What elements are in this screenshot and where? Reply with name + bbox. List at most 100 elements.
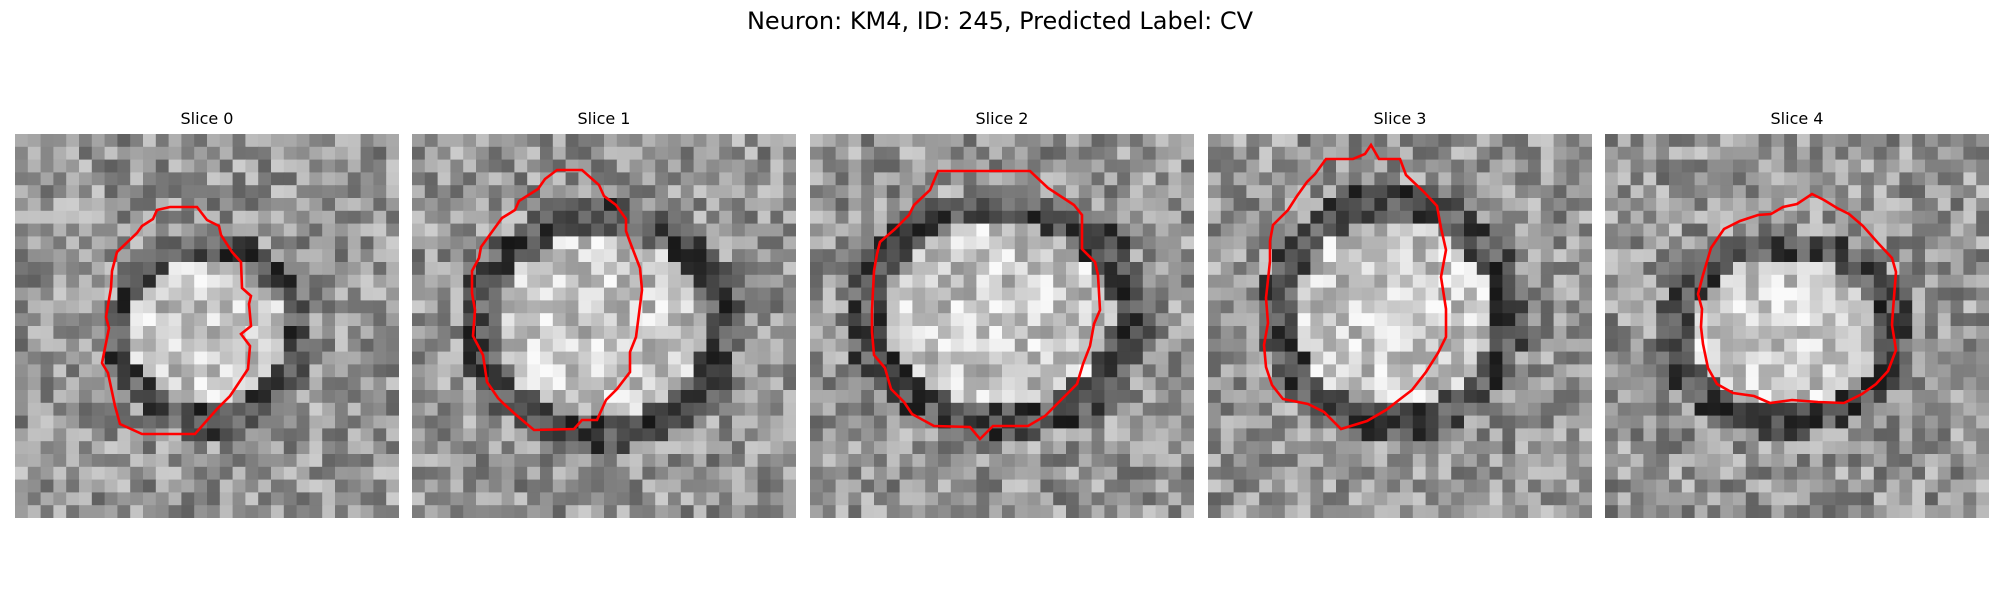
image-pixel bbox=[1155, 313, 1169, 327]
image-pixel bbox=[1220, 454, 1235, 468]
image-pixel bbox=[1027, 428, 1041, 442]
image-pixel bbox=[989, 492, 1003, 506]
image-pixel bbox=[1117, 223, 1131, 237]
image-pixel bbox=[719, 159, 733, 173]
image-pixel bbox=[1284, 454, 1299, 468]
image-pixel bbox=[15, 351, 29, 365]
image-pixel bbox=[1104, 198, 1118, 212]
image-pixel bbox=[194, 159, 208, 173]
image-pixel bbox=[1656, 210, 1670, 225]
image-pixel bbox=[258, 415, 272, 429]
image-pixel bbox=[232, 134, 246, 148]
image-pixel bbox=[540, 402, 554, 417]
image-pixel bbox=[53, 300, 67, 314]
image-pixel bbox=[1027, 210, 1041, 225]
image-pixel bbox=[1374, 159, 1388, 173]
image-pixel bbox=[104, 287, 118, 301]
image-pixel bbox=[181, 287, 195, 301]
image-pixel bbox=[1066, 210, 1080, 225]
image-pixel bbox=[1822, 185, 1836, 199]
image-pixel bbox=[963, 390, 977, 404]
image-pixel bbox=[1078, 505, 1093, 518]
image-pixel bbox=[810, 402, 824, 417]
image-pixel bbox=[412, 262, 426, 276]
image-pixel bbox=[1297, 454, 1311, 468]
image-pixel bbox=[1515, 351, 1529, 365]
image-pixel bbox=[1707, 454, 1721, 468]
image-pixel bbox=[15, 454, 29, 468]
image-pixel bbox=[1387, 172, 1401, 186]
image-pixel bbox=[1040, 492, 1054, 506]
image-pixel bbox=[1745, 441, 1760, 455]
image-pixel bbox=[1873, 338, 1888, 353]
image-pixel bbox=[1361, 236, 1375, 250]
image-pixel bbox=[706, 441, 720, 455]
image-pixel bbox=[1797, 326, 1811, 340]
image-pixel bbox=[335, 210, 349, 225]
image-pixel bbox=[155, 454, 170, 468]
image-pixel bbox=[155, 351, 170, 365]
image-pixel bbox=[1707, 172, 1721, 186]
image-pixel bbox=[168, 402, 182, 417]
image-pixel bbox=[604, 274, 618, 289]
image-pixel bbox=[1950, 236, 1964, 250]
image-pixel bbox=[91, 185, 106, 199]
image-pixel bbox=[66, 479, 80, 493]
image-pixel bbox=[1387, 364, 1401, 378]
image-pixel bbox=[668, 198, 682, 212]
image-pixel bbox=[1091, 223, 1105, 237]
image-pixel bbox=[1451, 300, 1465, 314]
image-pixel bbox=[552, 326, 567, 340]
image-pixel bbox=[1630, 415, 1644, 429]
image-pixel bbox=[1963, 390, 1977, 404]
image-pixel bbox=[1374, 134, 1388, 148]
image-pixel bbox=[104, 454, 118, 468]
image-pixel bbox=[1950, 466, 1964, 481]
image-pixel bbox=[925, 185, 939, 199]
image-pixel bbox=[130, 338, 144, 353]
image-pixel bbox=[1771, 210, 1785, 225]
image-pixel bbox=[1605, 134, 1619, 148]
image-pixel bbox=[848, 402, 862, 417]
image-pixel bbox=[283, 402, 298, 417]
image-pixel bbox=[1155, 505, 1169, 518]
image-pixel bbox=[1233, 326, 1247, 340]
image-pixel bbox=[861, 172, 875, 186]
slice-image bbox=[1605, 134, 1989, 518]
image-pixel bbox=[1310, 210, 1324, 225]
image-pixel bbox=[1553, 326, 1567, 340]
image-pixel bbox=[938, 262, 952, 276]
image-pixel bbox=[1669, 198, 1683, 212]
image-pixel bbox=[322, 236, 336, 250]
image-pixel bbox=[1937, 479, 1952, 493]
image-pixel bbox=[66, 236, 80, 250]
image-pixel bbox=[1720, 313, 1734, 327]
image-pixel bbox=[1579, 364, 1592, 378]
image-pixel bbox=[822, 134, 837, 148]
image-pixel bbox=[1425, 134, 1439, 148]
image-pixel bbox=[1617, 223, 1632, 237]
image-pixel bbox=[117, 441, 131, 455]
image-pixel bbox=[373, 262, 387, 276]
image-pixel bbox=[540, 262, 554, 276]
image-pixel bbox=[130, 441, 144, 455]
image-pixel bbox=[1733, 505, 1747, 518]
image-pixel bbox=[1053, 351, 1067, 365]
image-pixel bbox=[53, 249, 67, 263]
image-pixel bbox=[155, 134, 170, 148]
image-pixel bbox=[1208, 351, 1222, 365]
image-pixel bbox=[412, 364, 426, 378]
image-pixel bbox=[1168, 479, 1182, 493]
image-pixel bbox=[1284, 249, 1299, 263]
image-pixel bbox=[1579, 466, 1592, 481]
image-pixel bbox=[360, 236, 374, 250]
image-pixel bbox=[40, 466, 54, 481]
image-pixel bbox=[1220, 134, 1235, 148]
image-pixel bbox=[1168, 159, 1182, 173]
image-pixel bbox=[40, 185, 54, 199]
image-pixel bbox=[130, 300, 144, 314]
image-pixel bbox=[1617, 505, 1632, 518]
image-pixel bbox=[925, 134, 939, 148]
image-pixel bbox=[130, 262, 144, 276]
image-pixel bbox=[514, 415, 528, 429]
